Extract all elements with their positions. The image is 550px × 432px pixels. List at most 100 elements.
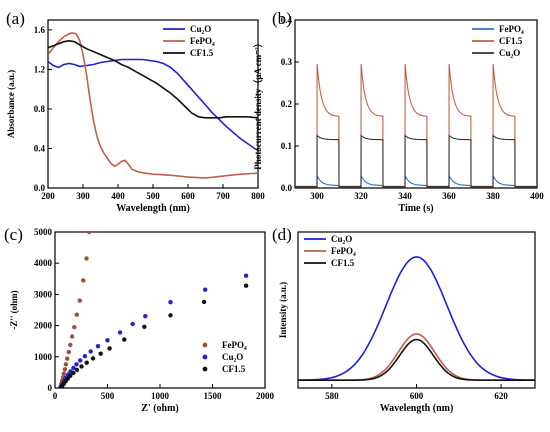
x-tick-label: 380 xyxy=(486,191,500,201)
data-point xyxy=(79,364,84,369)
data-point xyxy=(107,346,112,351)
data-point xyxy=(201,299,207,305)
legend-label: FePO₄ xyxy=(190,36,215,46)
legend-label: FePO₄ xyxy=(499,24,524,34)
data-point xyxy=(65,356,70,361)
data-point xyxy=(203,287,208,292)
x-tick-label: 600 xyxy=(410,391,424,401)
data-point xyxy=(74,362,79,367)
panel-a: (a) 200 300 400 500 600 700 800 0.0 0.4 0.8 1.2 1.6 W… xyxy=(6,9,265,214)
data-point xyxy=(122,337,127,342)
legend-label: Cu₂O xyxy=(222,352,243,362)
data-point xyxy=(117,330,123,335)
data-point xyxy=(95,344,101,349)
series-line xyxy=(298,338,535,382)
legend-label: Cu₂O xyxy=(190,24,211,34)
y-tick-label: 0.1 xyxy=(281,141,293,151)
series-line xyxy=(48,31,258,179)
data-point xyxy=(81,278,86,283)
x-tick-label: 620 xyxy=(494,391,508,401)
data-point xyxy=(74,367,80,373)
y-tick-label: 0.3 xyxy=(281,57,293,67)
y-axis-label: Intensity (a.u.) xyxy=(278,282,288,338)
data-point xyxy=(143,314,148,319)
legend-label: CF1.5 xyxy=(190,48,214,58)
data-point xyxy=(243,283,249,288)
data-point xyxy=(243,273,249,278)
x-tick-label: 2000 xyxy=(256,391,275,401)
x-axis-label: Wavelength (nm) xyxy=(116,203,190,214)
data-point xyxy=(90,356,96,361)
panel-label: (b) xyxy=(272,9,292,28)
y-axis-label: Absorbance (a.u.) xyxy=(6,70,16,138)
panel-label: (c) xyxy=(4,225,23,244)
y-axis-label: Photocurrent density（μA cm⁻²） xyxy=(253,38,263,169)
panel-d: (d) 580 600 620 Wavelength (nm) Intensity (a.… xyxy=(272,225,536,414)
series-line xyxy=(48,39,258,119)
x-tick-label: 1500 xyxy=(204,391,223,401)
series-line xyxy=(295,134,537,188)
data-point xyxy=(84,256,89,261)
data-point xyxy=(72,325,77,330)
data-point xyxy=(130,321,135,327)
data-point xyxy=(71,370,76,376)
x-tick-label: 800 xyxy=(251,191,265,201)
y-tick-label: 0.0 xyxy=(34,183,46,193)
x-tick-label: 500 xyxy=(146,191,160,201)
data-point xyxy=(70,334,75,339)
y-tick-label: 0.0 xyxy=(281,183,293,193)
x-tick-label: 200 xyxy=(41,191,55,201)
panel-label: (a) xyxy=(6,9,25,28)
plot-area xyxy=(295,64,537,188)
x-tick-label: 700 xyxy=(216,191,230,201)
data-point xyxy=(105,338,110,343)
legend-label: CF1.5 xyxy=(222,364,246,374)
data-point xyxy=(66,349,71,355)
x-axis-label: Time (s) xyxy=(398,203,433,214)
x-tick-label: 300 xyxy=(76,191,90,201)
x-tick-label: 400 xyxy=(111,191,125,201)
x-tick-label: 360 xyxy=(442,191,456,201)
data-point xyxy=(98,351,103,356)
x-tick-label: 400 xyxy=(530,191,544,201)
data-point xyxy=(65,376,71,381)
panel-label: (d) xyxy=(272,225,292,244)
legend-label: Cu₂O xyxy=(499,48,520,58)
legend-marker xyxy=(202,354,208,360)
y-tick-label: 3000 xyxy=(34,289,53,299)
data-point xyxy=(86,232,92,235)
y-tick-label: 1.6 xyxy=(34,25,46,35)
y-tick-label: 5000 xyxy=(34,227,53,237)
y-tick-label: 0 xyxy=(48,383,53,393)
data-point xyxy=(78,358,83,363)
data-point xyxy=(68,342,73,348)
series-line xyxy=(48,58,258,152)
x-tick-label: 1000 xyxy=(151,391,170,401)
x-tick-label: 320 xyxy=(354,191,368,201)
legend-label: CF1.5 xyxy=(499,36,523,46)
plot-area xyxy=(58,232,249,388)
x-tick-label: 600 xyxy=(181,191,195,201)
y-tick-label: 1000 xyxy=(34,352,53,362)
series-line xyxy=(298,256,535,381)
x-tick-label: 580 xyxy=(325,391,339,401)
y-tick-label: 0.8 xyxy=(34,104,46,114)
data-point xyxy=(142,324,147,329)
data-point xyxy=(77,298,83,303)
legend-label: FePO₄ xyxy=(331,246,356,256)
data-point xyxy=(61,371,66,376)
plot-area xyxy=(48,31,258,179)
data-point xyxy=(88,349,93,354)
series-line xyxy=(295,64,537,187)
data-point xyxy=(82,354,88,359)
x-tick-label: 300 xyxy=(310,191,324,201)
legend-marker xyxy=(202,366,208,372)
data-point xyxy=(63,362,69,367)
y-tick-label: 0.4 xyxy=(34,143,46,153)
data-point xyxy=(74,312,80,317)
legend-label: FePO₄ xyxy=(222,340,247,350)
y-tick-label: 2000 xyxy=(34,321,53,331)
y-tick-label: 1.2 xyxy=(34,64,46,74)
x-axis-label: Z' (ohm) xyxy=(141,403,179,414)
